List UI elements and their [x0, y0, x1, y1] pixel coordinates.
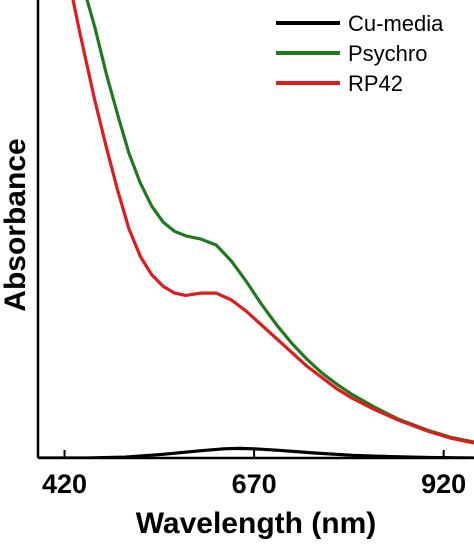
- y-axis-title: Absorbance: [0, 138, 32, 311]
- x-tick-label: 420: [42, 469, 87, 499]
- legend-label: RP42: [348, 71, 403, 96]
- legend-label: Cu-media: [348, 11, 444, 36]
- x-tick-label: 670: [232, 469, 277, 499]
- legend-label: Psychro: [348, 41, 427, 66]
- x-tick-label: 920: [421, 469, 466, 499]
- legend: Cu-media Psychro RP42: [276, 11, 444, 96]
- series-line-rp42: [71, 0, 474, 445]
- series-line-psychro: [85, 0, 474, 444]
- x-ticks: 420 670 920: [42, 450, 466, 499]
- series-layer: [38, 0, 474, 458]
- x-axis-title: Wavelength (nm): [136, 507, 377, 540]
- series-line-cu-media: [38, 446, 474, 458]
